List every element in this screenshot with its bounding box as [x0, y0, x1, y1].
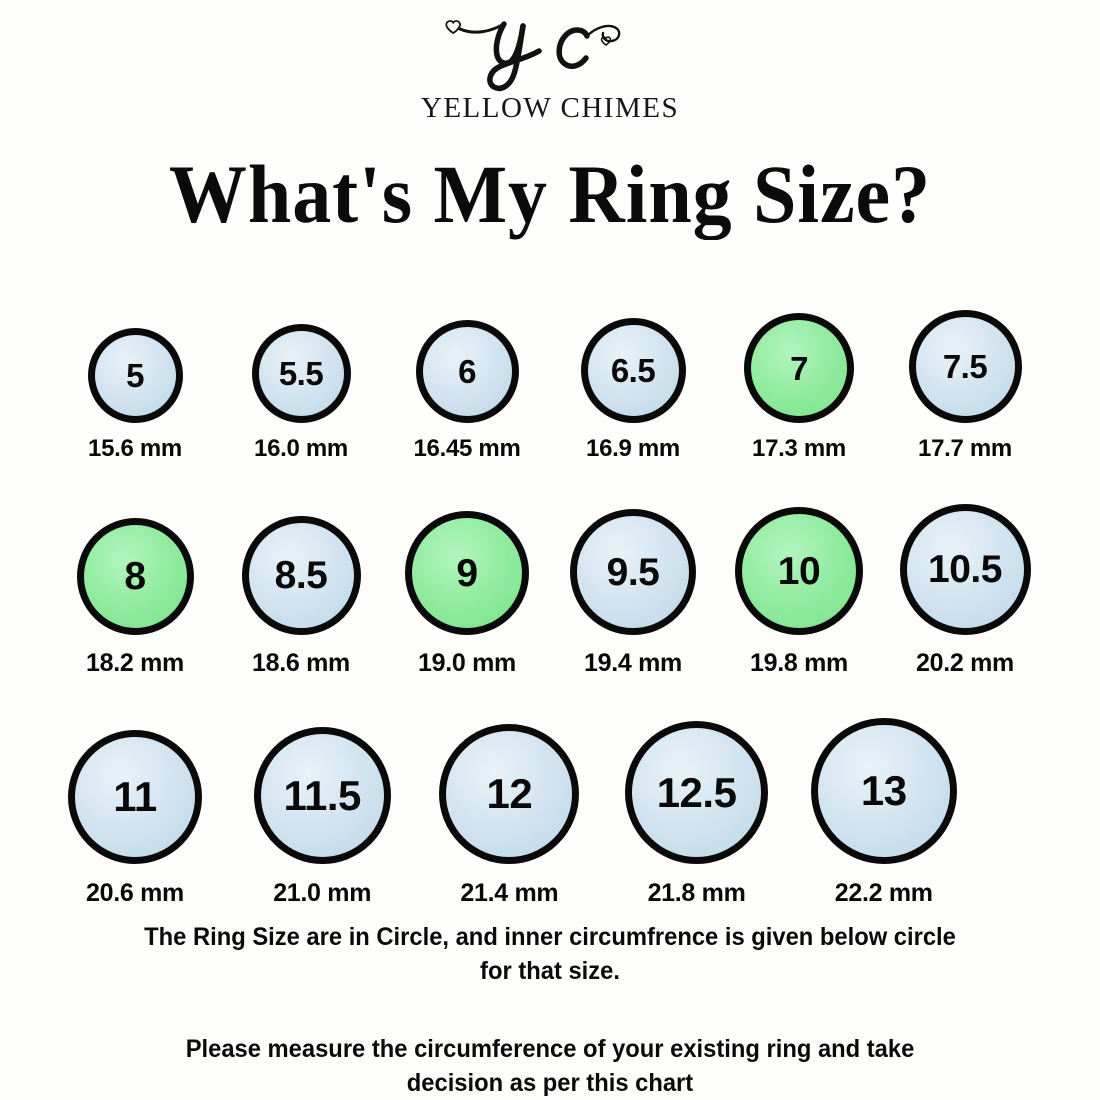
ring-size-number: 8	[124, 555, 146, 598]
ring-circle[interactable]: 5	[87, 328, 183, 423]
ring-circumference-label: 16.9 mm	[586, 435, 680, 462]
ring-circumference-label: 21.0 mm	[273, 879, 372, 907]
chart-header: YELLOW CHIMES What's My Ring Size?	[0, 0, 1100, 236]
ring-circle-highlighted[interactable]: 8	[76, 518, 194, 635]
ring-size-cell[interactable]: 11 20.6 mm	[52, 730, 218, 906]
ring-size-number: 11	[113, 773, 157, 820]
ring-size-cell[interactable]: 9 19.0 mm	[384, 511, 550, 676]
ring-circle[interactable]: 11	[68, 730, 202, 864]
note-line-2: Please measure the circumference of your…	[185, 1035, 915, 1097]
ring-circumference-label: 16.0 mm	[254, 435, 348, 462]
ring-circle[interactable]: 10.5	[899, 504, 1031, 635]
ring-circle[interactable]: 12	[439, 724, 580, 864]
ring-circumference-label: 17.3 mm	[752, 435, 846, 462]
ring-size-cell[interactable]: 6.5 16.9 mm	[550, 318, 716, 461]
ring-circumference-label: 22.2 mm	[834, 879, 933, 907]
ring-circumference-label: 18.2 mm	[86, 649, 184, 677]
ring-circle[interactable]: 6.5	[580, 318, 686, 423]
ring-circle[interactable]: 13	[810, 718, 957, 864]
ring-size-number: 5	[126, 357, 144, 394]
ring-size-row: 5 15.6 mm 5.5 16.0 mm 6 16.45 mm 6.5 16.9 mm 7 17…	[52, 286, 1048, 461]
note-line-1: The Ring Size are in Circle, and inner c…	[144, 923, 956, 985]
page-title: What's My Ring Size?	[168, 148, 932, 240]
ring-circle[interactable]: 11.5	[253, 727, 391, 864]
ring-circumference-label: 16.45 mm	[413, 435, 521, 462]
ring-size-number: 6	[458, 353, 476, 390]
ring-size-cell[interactable]: 5 15.6 mm	[52, 328, 218, 461]
ring-size-number: 5.5	[278, 355, 324, 392]
ring-circle[interactable]: 5.5	[251, 324, 351, 423]
brand-name: YELLOW CHIMES	[420, 92, 680, 124]
ring-circle[interactable]: 9.5	[570, 509, 696, 635]
ring-size-number: 9	[456, 551, 478, 595]
ring-size-cell[interactable]: 10 19.8 mm	[716, 507, 882, 676]
ring-size-cell[interactable]: 11.5 21.0 mm	[239, 727, 405, 906]
ring-size-cell[interactable]: 12.5 21.8 mm	[614, 721, 780, 906]
ring-circle[interactable]: 12.5	[625, 721, 769, 864]
ring-size-number: 12	[486, 770, 533, 817]
ring-size-number: 13	[860, 767, 907, 814]
ring-circle-highlighted[interactable]: 9	[405, 511, 529, 635]
ring-circumference-label: 21.8 mm	[647, 879, 746, 907]
ring-size-number: 10.5	[928, 548, 1002, 591]
ring-size-number: 6.5	[610, 352, 656, 389]
ring-circumference-label: 19.8 mm	[750, 649, 848, 677]
ring-size-cell[interactable]: 6 16.45 mm	[384, 320, 550, 461]
ring-circumference-label: 19.4 mm	[584, 649, 682, 677]
ring-size-number: 8.5	[274, 554, 328, 597]
ring-size-cell[interactable]: 10.5 20.2 mm	[882, 504, 1048, 676]
ring-size-cell[interactable]: 5.5 16.0 mm	[218, 324, 384, 461]
ring-size-grid: 5 15.6 mm 5.5 16.0 mm 6 16.45 mm 6.5 16.9 mm 7 17…	[52, 286, 1048, 906]
ring-size-cell[interactable]: 8.5 18.6 mm	[218, 516, 384, 676]
ring-size-number: 12.5	[656, 768, 737, 816]
ring-size-cell[interactable]: 8 18.2 mm	[52, 518, 218, 676]
ring-size-cell[interactable]: 12 21.4 mm	[426, 724, 592, 906]
ring-size-cell[interactable]: 9.5 19.4 mm	[550, 509, 716, 676]
ring-size-row: 11 20.6 mm 11.5 21.0 mm 12 21.4 mm 12.5 21.8 mm…	[52, 676, 1048, 906]
ring-circle[interactable]: 6	[415, 320, 519, 423]
ring-circle[interactable]: 8.5	[241, 516, 361, 635]
chart-notes: The Ring Size are in Circle, and inner c…	[0, 920, 1100, 1100]
ring-circumference-label: 19.0 mm	[418, 649, 516, 677]
ring-size-cell[interactable]: 7.5 17.7 mm	[882, 310, 1048, 461]
ring-circle-highlighted[interactable]: 10	[735, 507, 863, 635]
ring-circle-highlighted[interactable]: 7	[744, 313, 854, 423]
ring-size-number: 10	[777, 549, 821, 593]
ring-circumference-label: 20.2 mm	[916, 649, 1014, 677]
yc-monogram-icon	[0, 6, 1100, 92]
ring-size-number: 7.5	[942, 348, 988, 385]
ring-circumference-label: 15.6 mm	[88, 435, 182, 462]
ring-size-number: 11.5	[283, 771, 361, 819]
ring-circumference-label: 17.7 mm	[918, 435, 1012, 462]
ring-size-cell[interactable]: 7 17.3 mm	[716, 313, 882, 461]
ring-size-cell[interactable]: 13 22.2 mm	[801, 718, 967, 906]
ring-size-number: 9.5	[606, 550, 660, 594]
ring-size-number: 7	[790, 349, 808, 387]
ring-size-row: 8 18.2 mm 8.5 18.6 mm 9 19.0 mm 9.5 19.4 mm 10 19…	[52, 461, 1048, 676]
ring-circumference-label: 20.6 mm	[86, 879, 184, 907]
ring-circumference-label: 18.6 mm	[252, 649, 350, 677]
ring-circle[interactable]: 7.5	[908, 310, 1022, 423]
ring-circumference-label: 21.4 mm	[460, 879, 559, 907]
